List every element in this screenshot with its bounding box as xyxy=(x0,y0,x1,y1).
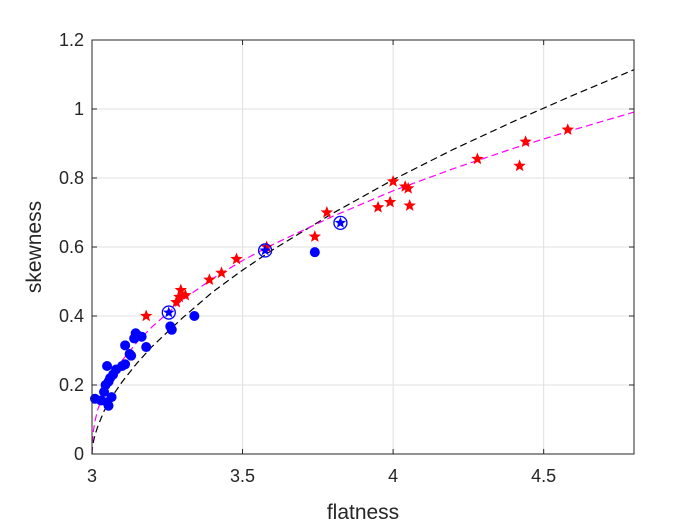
y-tick-label: 0.4 xyxy=(59,306,84,326)
circle-point xyxy=(120,340,131,351)
star-point xyxy=(140,309,153,322)
y-tick-label: 0.6 xyxy=(59,237,84,257)
star-point xyxy=(215,266,228,279)
star-point xyxy=(383,195,397,208)
star-point xyxy=(203,273,216,286)
data-points xyxy=(90,123,574,411)
star-point xyxy=(403,199,416,211)
ring-outline xyxy=(257,243,273,258)
circle-point xyxy=(136,331,147,342)
x-tick-label: 4 xyxy=(388,466,398,486)
ring-star xyxy=(259,244,271,256)
ringed-star-point xyxy=(257,243,273,258)
y-tick-label: 1 xyxy=(74,99,84,119)
star-point xyxy=(561,123,574,135)
star-point xyxy=(173,290,186,303)
circle-point xyxy=(309,247,320,258)
circle-point xyxy=(166,324,177,335)
star-point xyxy=(174,283,188,296)
circle-point xyxy=(103,400,114,411)
star-point xyxy=(230,252,243,265)
ring-outline xyxy=(161,305,176,320)
ring-outline xyxy=(333,215,348,231)
x-tick-label: 3 xyxy=(87,466,97,486)
ringed-star-point xyxy=(161,305,176,320)
star-point xyxy=(398,180,412,192)
ringed-star-point xyxy=(333,215,348,231)
star-point xyxy=(179,288,192,301)
star-point xyxy=(519,135,532,148)
circle-point xyxy=(141,342,152,353)
star-point xyxy=(320,206,334,218)
ticks: 3 3.5 4 4.5 0 0.2 0.4 0.6 0.8 1 1.2 xyxy=(59,30,634,486)
ring-star xyxy=(163,306,175,318)
y-tick-label: 0.8 xyxy=(59,168,84,188)
star-point xyxy=(471,152,484,165)
star-point xyxy=(371,200,385,213)
circle-point xyxy=(120,359,131,370)
circle-point xyxy=(106,392,117,403)
circle-point xyxy=(189,311,200,321)
star-point xyxy=(308,230,321,242)
ring-star xyxy=(334,216,347,228)
x-axis-title: flatness xyxy=(327,501,399,524)
y-axis-title: skewness xyxy=(23,201,46,293)
circle-point xyxy=(102,361,113,372)
x-tick-label: 3.5 xyxy=(230,466,255,486)
circle-point xyxy=(126,350,137,361)
y-tick-label: 0 xyxy=(74,444,84,464)
star-point xyxy=(513,159,526,172)
y-tick-label: 1.2 xyxy=(59,30,84,50)
y-tick-label: 0.2 xyxy=(59,375,84,395)
star-point xyxy=(260,240,273,253)
star-point xyxy=(401,181,415,194)
black-dashed-curve xyxy=(91,69,635,455)
x-tick-label: 4.5 xyxy=(531,466,556,486)
star-point xyxy=(386,174,400,187)
